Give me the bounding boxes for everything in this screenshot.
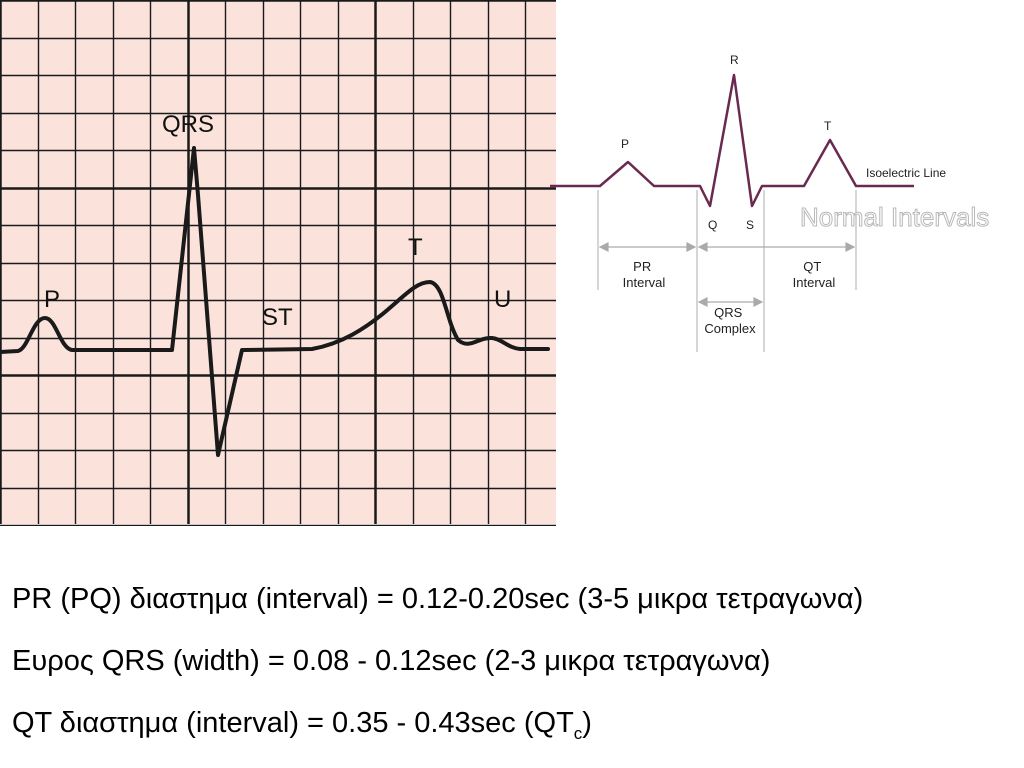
wave-label-q: Q (708, 218, 717, 232)
diagram-title: Normal Intervals (800, 202, 989, 232)
wave-label-r: R (730, 53, 739, 67)
qrs-width-note: Ευρος QRS (width) = 0.08 - 0.12sec (2-3 … (12, 645, 771, 677)
pr-interval-note: PR (PQ) διαστημα (interval) = 0.12-0.20s… (12, 583, 864, 615)
interval-notes: PR (PQ) διαστημα (interval) = 0.12-0.20s… (12, 568, 863, 754)
qt-note-text: QT διαστημα (interval) = 0.35 - 0.43sec … (12, 707, 574, 739)
wave-label-s: S (746, 218, 754, 232)
strip-label-qrs: QRS (162, 111, 214, 138)
ecg-grid (0, 0, 556, 526)
wave-label-p: P (621, 137, 629, 151)
strip-label-u: U (494, 286, 511, 313)
ecg-trace (0, 146, 550, 457)
wave-label-t: T (824, 119, 832, 133)
qt-note-subscript: c (573, 723, 583, 743)
strip-label-t: T (408, 234, 423, 261)
strip-label-st: ST (262, 304, 293, 331)
qrs-complex-label: QRS Complex (704, 305, 756, 336)
normal-intervals-diagram: Normal Intervals P R Q S T Isoelectric L… (550, 53, 990, 352)
ecg-waveform (550, 73, 914, 208)
interval-arrows (598, 242, 856, 307)
strip-label-p: P (44, 286, 60, 313)
qt-interval-note: QT διαστημα (interval) = 0.35 - 0.43sec … (12, 692, 863, 754)
qt-interval-label: QT Interval (793, 259, 836, 290)
qt-note-end: ) (582, 707, 592, 739)
pr-interval-label: PR Interval (623, 259, 666, 290)
interval-guide-lines (597, 190, 857, 352)
ecg-paper (0, 0, 556, 524)
isoelectric-line-label: Isoelectric Line (866, 166, 946, 180)
ecg-strip: P QRS ST T U (0, 0, 556, 526)
